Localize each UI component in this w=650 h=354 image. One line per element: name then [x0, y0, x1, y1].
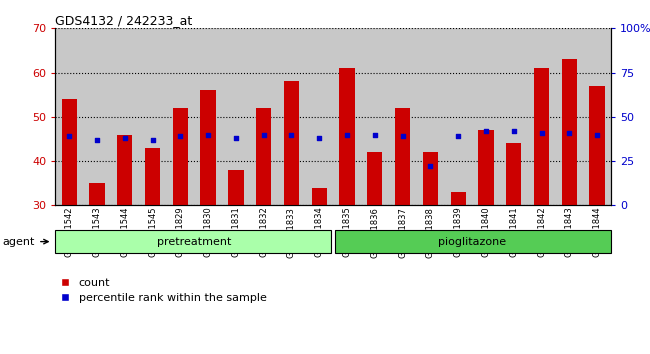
Point [120, 135, 130, 141]
Bar [111, 28, 138, 205]
Bar [450, 192, 466, 205]
Bar [250, 28, 278, 205]
Point [370, 132, 380, 137]
Point [508, 128, 519, 134]
Bar [417, 28, 445, 205]
Bar [528, 28, 556, 205]
Bar [389, 28, 417, 205]
Point [342, 132, 352, 137]
Bar [590, 86, 605, 205]
Bar [339, 68, 355, 205]
Point [92, 137, 102, 143]
Legend: count, percentile rank within the sample: count, percentile rank within the sample [61, 278, 266, 303]
Point [148, 137, 158, 143]
Bar [306, 28, 333, 205]
Point [397, 133, 408, 139]
Point [175, 133, 185, 139]
Bar [145, 148, 160, 205]
Bar [562, 59, 577, 205]
Bar [200, 90, 216, 205]
Bar [222, 28, 250, 205]
Bar [194, 28, 222, 205]
Bar [173, 108, 188, 205]
Bar [62, 99, 77, 205]
Point [286, 132, 296, 137]
Bar [500, 28, 528, 205]
Bar [138, 28, 166, 205]
Bar [472, 28, 500, 205]
Point [536, 130, 547, 136]
Point [231, 135, 241, 141]
Bar [256, 108, 271, 205]
Bar [278, 28, 306, 205]
Bar [361, 28, 389, 205]
Text: pretreatment: pretreatment [157, 236, 231, 247]
Bar [583, 28, 611, 205]
Bar [445, 28, 472, 205]
Text: GDS4132 / 242233_at: GDS4132 / 242233_at [55, 14, 192, 27]
Bar [555, 28, 583, 205]
Bar [478, 130, 493, 205]
Bar [117, 135, 133, 205]
Bar [55, 230, 332, 253]
Point [592, 132, 603, 137]
Bar [83, 28, 111, 205]
Text: agent: agent [3, 236, 48, 247]
Bar [55, 28, 83, 205]
Point [425, 164, 436, 169]
Point [203, 132, 213, 137]
Bar [228, 170, 244, 205]
Point [564, 130, 575, 136]
Bar [422, 152, 438, 205]
Bar [166, 28, 194, 205]
Point [64, 133, 74, 139]
Bar [89, 183, 105, 205]
Bar [367, 152, 382, 205]
Point [453, 133, 463, 139]
Bar [333, 28, 361, 205]
Point [259, 132, 269, 137]
Point [481, 128, 491, 134]
Bar [311, 188, 327, 205]
Bar [395, 108, 410, 205]
Bar [506, 143, 521, 205]
Text: pioglitazone: pioglitazone [438, 236, 506, 247]
Bar [335, 230, 611, 253]
Bar [534, 68, 549, 205]
Bar [284, 81, 299, 205]
Point [314, 135, 324, 141]
